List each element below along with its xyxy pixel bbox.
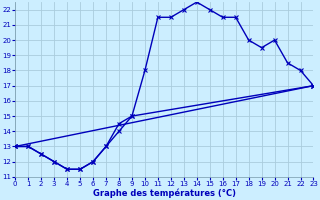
X-axis label: Graphe des températures (°C): Graphe des températures (°C) <box>93 188 236 198</box>
